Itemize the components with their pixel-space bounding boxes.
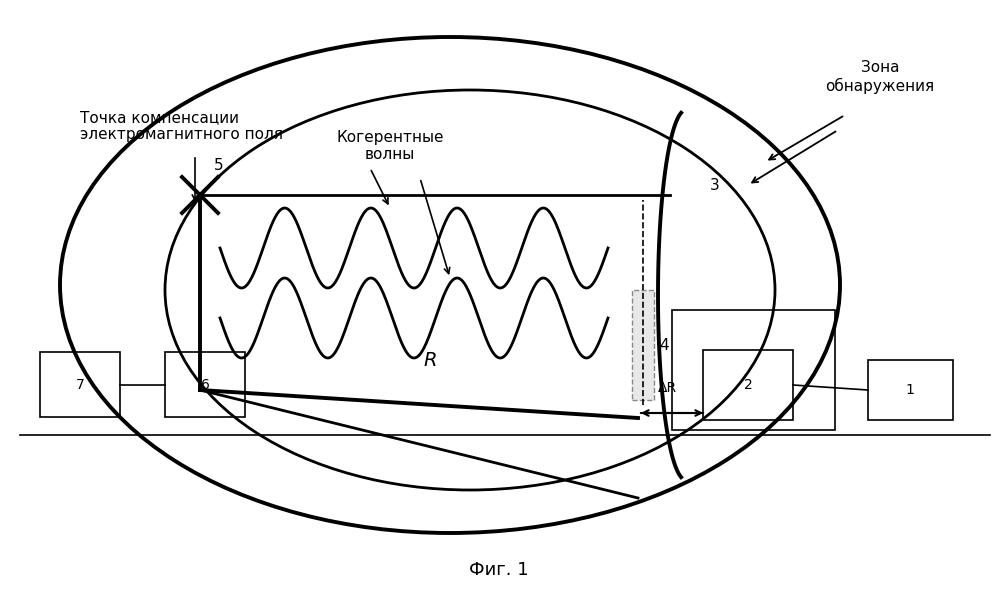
Bar	[868, 360, 953, 420]
Text: 6: 6	[201, 378, 210, 392]
Text: R: R	[423, 350, 437, 369]
Bar	[703, 350, 793, 420]
Text: 3: 3	[710, 178, 720, 192]
Text: Точка компенсации
электромагнитного поля: Точка компенсации электромагнитного поля	[80, 110, 283, 143]
Text: Фиг. 1: Фиг. 1	[469, 561, 529, 579]
Bar	[165, 352, 245, 417]
Bar	[40, 352, 120, 417]
Text: ΔR: ΔR	[658, 381, 677, 395]
Text: Зона
обнаружения: Зона обнаружения	[825, 60, 934, 94]
Bar	[632, 290, 654, 400]
Text: 5: 5	[214, 157, 224, 172]
Text: 2: 2	[744, 378, 752, 392]
Text: 4: 4	[659, 337, 669, 352]
Text: 7: 7	[76, 378, 85, 392]
Text: 1: 1	[905, 383, 914, 397]
Bar	[672, 310, 835, 430]
Text: Когерентные
волны: Когерентные волны	[336, 130, 444, 162]
